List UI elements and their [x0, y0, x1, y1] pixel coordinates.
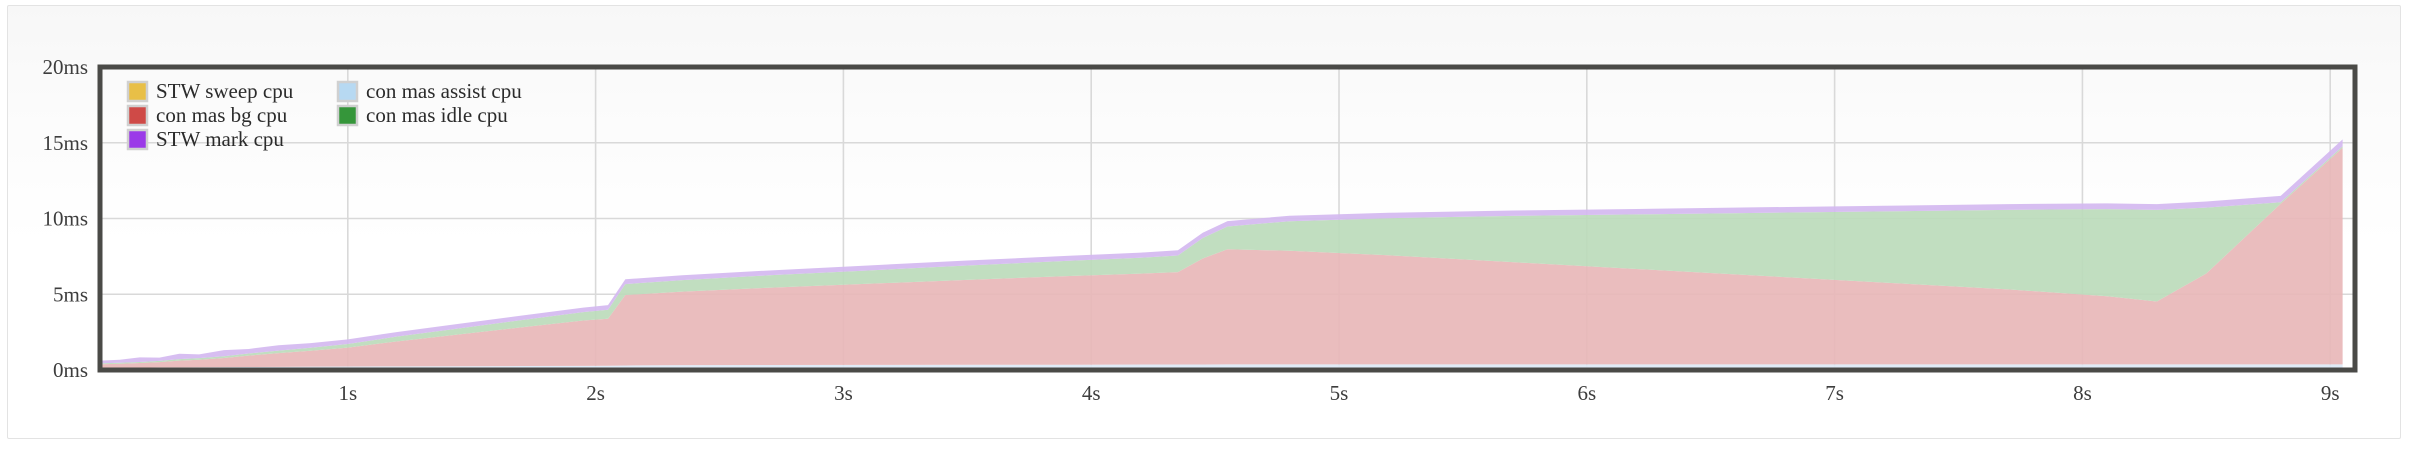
legend-label: STW sweep cpu	[156, 79, 294, 103]
x-tick-label: 9s	[2321, 381, 2340, 405]
legend-label: con mas bg cpu	[156, 103, 288, 127]
y-tick-label: 15ms	[42, 131, 88, 155]
plot-frame-group	[97, 64, 2358, 373]
x-tick-label: 4s	[1082, 381, 1101, 405]
y-tick-label: 5ms	[53, 282, 88, 306]
legend-label: STW mark cpu	[156, 127, 284, 151]
legend-swatch	[126, 80, 149, 103]
area-con-mas-bg-cpu	[100, 147, 2343, 368]
x-tick-label: 3s	[834, 381, 853, 405]
x-tick-label: 2s	[586, 381, 605, 405]
x-tick-label: 8s	[2073, 381, 2092, 405]
legend-item[interactable]: con mas idle cpu	[336, 103, 508, 127]
legend-item[interactable]: STW mark cpu	[126, 127, 284, 151]
y-tick-label: 10ms	[42, 207, 88, 231]
legend-swatch	[336, 104, 359, 127]
legend-swatch	[126, 104, 149, 127]
x-tick-label: 7s	[1825, 381, 1844, 405]
chart-legend: STW sweep cpu con mas assist cpu con mas b…	[126, 79, 522, 151]
x-tick-label: 1s	[338, 381, 357, 405]
area-con-mas-idle-cpu	[100, 146, 2343, 365]
legend-swatch	[336, 80, 359, 103]
y-tick-label: 20ms	[42, 55, 88, 79]
x-tick-label: 5s	[1330, 381, 1349, 405]
y-tick-label: 0ms	[53, 358, 88, 382]
legend-item[interactable]: con mas bg cpu	[126, 103, 288, 127]
y-axis-ticks: 0ms 5ms 10ms 15ms 20ms	[42, 55, 88, 382]
legend-label: con mas idle cpu	[366, 103, 508, 127]
x-axis-ticks: 1s 2s 3s 4s 5s 6s 7s 8s 9s	[338, 381, 2339, 405]
legend-label: con mas assist cpu	[366, 79, 522, 103]
legend-swatch	[126, 128, 149, 151]
x-tick-label: 6s	[1577, 381, 1596, 405]
legend-item[interactable]: STW sweep cpu	[126, 79, 294, 103]
series-areas-group	[100, 139, 2343, 370]
legend-item[interactable]: con mas assist cpu	[336, 79, 522, 103]
plot-frame	[97, 64, 2358, 373]
